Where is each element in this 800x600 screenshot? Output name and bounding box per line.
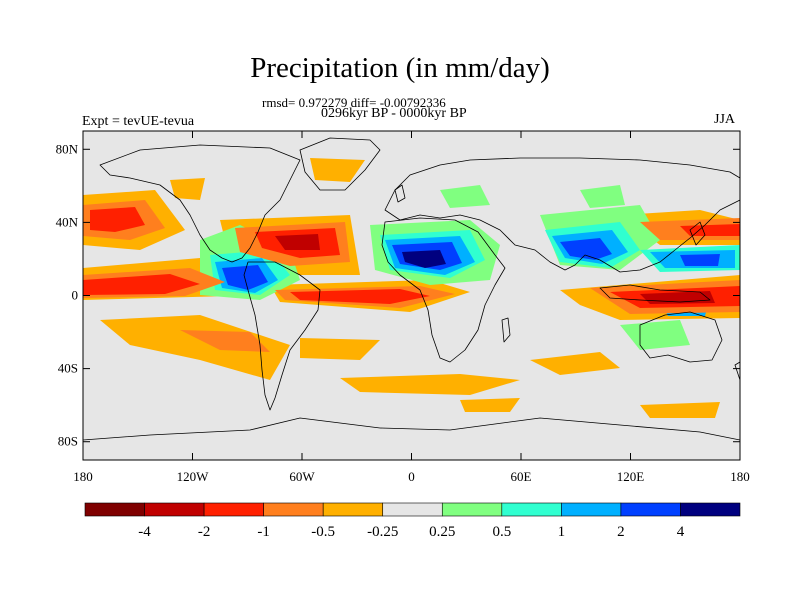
anomaly-region (170, 178, 205, 200)
coastline-madagascar (501, 317, 511, 343)
anomaly-region (90, 207, 145, 232)
colorbar-swatch (382, 502, 443, 517)
lon-tick-label: 180 (730, 469, 750, 484)
anomaly-region (680, 254, 720, 266)
colorbar-swatch (441, 502, 503, 517)
colorbar-swatch (144, 502, 205, 517)
anomaly-region (640, 402, 720, 418)
anomaly-region (310, 158, 365, 182)
colorbar-label: -1 (257, 524, 270, 540)
colorbar-label: -0.25 (367, 524, 398, 540)
lat-tick-label: 40S (58, 361, 78, 376)
colorbar-label: 0.25 (429, 524, 455, 540)
lon-tick-label: 180 (73, 469, 93, 484)
anomaly-region (440, 185, 490, 208)
anomaly-field (83, 158, 740, 418)
lon-tick-label: 120E (617, 469, 645, 484)
coastline-japan (689, 221, 706, 246)
anomaly-region (560, 238, 612, 260)
coastline-uk (394, 184, 406, 203)
lat-tick-label: 80N (56, 141, 79, 156)
stats-text: rmsd= 0.972279 diff= -0.00792336 (262, 95, 446, 110)
coastline-africa (381, 217, 506, 363)
colorbar-swatch (322, 502, 384, 517)
lon-tick-label: 120W (177, 469, 210, 484)
anomaly-region (680, 224, 740, 236)
coastline-australia (639, 311, 723, 363)
lon-tick-label: 60W (289, 469, 315, 484)
anomaly-region (530, 352, 620, 375)
lon-tick-label: 0 (408, 469, 415, 484)
anomaly-region (460, 398, 520, 412)
anomaly-region (300, 338, 380, 360)
anomaly-region (180, 330, 270, 352)
colorbar-swatch (263, 502, 324, 517)
coastline-greenland (299, 137, 381, 191)
lat-tick-label: 40N (56, 214, 79, 229)
colorbar-swatch (203, 502, 264, 517)
lat-tick-label: 0 (72, 288, 79, 303)
coastline-europe-asia (384, 157, 740, 273)
coastline-antarctica (83, 417, 740, 441)
colorbar-swatch (620, 502, 681, 517)
experiment-label: Expt = tevUE-tevua (82, 114, 195, 129)
colorbar-label: 1 (558, 524, 566, 540)
colorbar-swatch (501, 502, 562, 517)
colorbar-label: -0.5 (311, 524, 335, 540)
colorbar-label: -4 (138, 524, 151, 540)
colorbar-swatch (561, 502, 622, 517)
anomaly-region (340, 374, 520, 395)
anomaly-region (620, 320, 690, 350)
colorbar-swatch (84, 502, 145, 517)
anomaly-region (100, 315, 290, 380)
coastline-north-america (99, 144, 301, 263)
latitude-axis: 80N 40N 0 40S 80S (56, 141, 740, 449)
coastlines (83, 137, 740, 441)
colorbar-label: -2 (198, 524, 211, 540)
map-title: Precipitation (in mm/day) (250, 52, 550, 84)
anomaly-region (402, 250, 446, 268)
anomaly-region (580, 185, 625, 208)
colorbar: -4 -2 -1 -0.5 -0.25 0.25 0.5 1 2 4 (84, 502, 741, 540)
season-label: JJA (714, 112, 736, 127)
longitude-axis: 180 120W 60W 0 60E 120E 180 (73, 131, 750, 484)
coastline-indonesia (599, 284, 711, 303)
colorbar-label: 4 (677, 524, 685, 540)
lon-tick-label: 60E (511, 469, 532, 484)
colorbar-label: 2 (617, 524, 625, 540)
colorbar-swatch (680, 502, 741, 517)
anomaly-region (290, 289, 430, 304)
anomaly-region (83, 274, 200, 295)
colorbar-label: 0.5 (492, 524, 511, 540)
coastline-south-america (243, 261, 321, 411)
period-text: 0296kyr BP - 0000kyr BP (321, 106, 467, 121)
coastline-new-zealand (734, 361, 740, 381)
anomaly-region (275, 234, 320, 250)
lat-tick-label: 80S (58, 434, 78, 449)
